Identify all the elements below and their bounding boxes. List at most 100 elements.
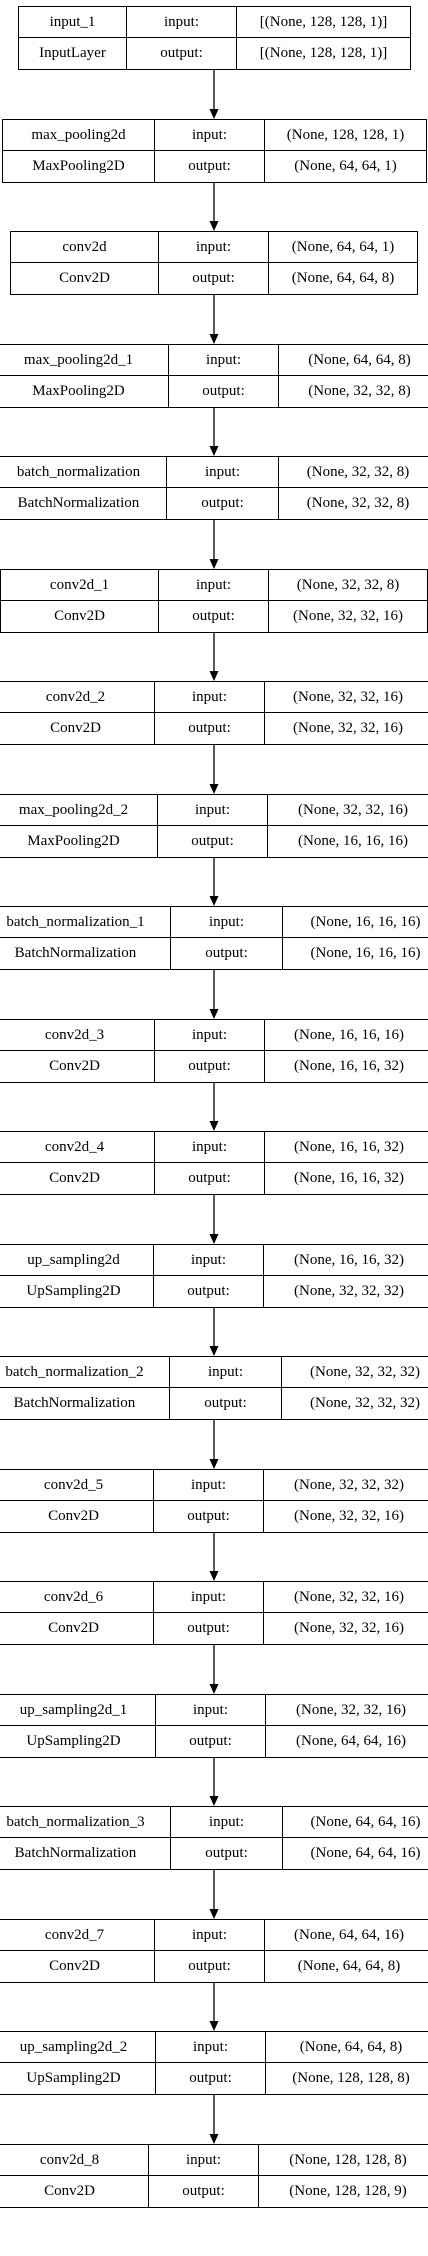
layer-input-row: conv2d_7 input: (None, 64, 64, 16) bbox=[0, 1920, 428, 1951]
layer-node: conv2d_8 input: (None, 128, 128, 8) Conv2D o… bbox=[0, 2144, 428, 2208]
input-label: input: bbox=[127, 7, 237, 37]
input-shape: (None, 32, 32, 16) bbox=[294, 1588, 404, 1605]
output-label: output: bbox=[154, 1613, 264, 1644]
output-label: output: bbox=[170, 1388, 282, 1419]
layer-node: up_sampling2d_1 input: (None, 32, 32, 16) U… bbox=[0, 1694, 428, 1758]
layer-type: UpSampling2D bbox=[0, 1726, 156, 1757]
layer-node: batch_normalization input: (None, 32, 32, … bbox=[0, 456, 428, 520]
layer-name: conv2d bbox=[11, 232, 159, 262]
input-shape: (None, 32, 32, 16) bbox=[296, 1701, 406, 1718]
input-label: input: bbox=[170, 1357, 282, 1387]
output-label: output: bbox=[155, 1951, 265, 1982]
layer-type: BatchNormalization bbox=[0, 488, 167, 519]
layer-node: conv2d_3 input: (None, 16, 16, 16) Conv2D ou… bbox=[0, 1019, 428, 1083]
flow-arrow-head bbox=[209, 1909, 219, 1919]
output-shape: (None, 32, 32, 16) bbox=[294, 1620, 404, 1636]
layer-node: batch_normalization_2 input: (None, 32, 32… bbox=[0, 1356, 428, 1420]
input-shape: (None, 64, 64, 8) bbox=[308, 351, 411, 368]
layer-type: InputLayer bbox=[19, 38, 127, 69]
layer-name: batch_normalization_2 bbox=[0, 1357, 170, 1387]
layer-output-row: InputLayer output: [(None, 128, 128, 1)] bbox=[19, 38, 410, 69]
layer-output-row: Conv2D output: (None, 16, 16, 32) bbox=[0, 1163, 428, 1194]
input-label: input: bbox=[155, 1132, 265, 1162]
layer-node: conv2d_2 input: (None, 32, 32, 16) Conv2D ou… bbox=[0, 681, 428, 745]
layer-output-row: MaxPooling2D output: (None, 64, 64, 1) bbox=[3, 151, 426, 182]
layer-name: conv2d_5 bbox=[0, 1470, 154, 1500]
input-shape: (None, 128, 128, 8) bbox=[289, 2151, 407, 2168]
input-label: input: bbox=[154, 1245, 264, 1275]
input-shape: (None, 16, 16, 32) bbox=[294, 1138, 404, 1155]
layer-node: max_pooling2d_2 input: (None, 32, 32, 16) M… bbox=[0, 794, 428, 858]
layer-input-row: batch_normalization input: (None, 32, 32, … bbox=[0, 457, 428, 488]
layer-input-row: conv2d_2 input: (None, 32, 32, 16) bbox=[0, 682, 428, 713]
input-label: input: bbox=[154, 1470, 264, 1500]
input-label: input: bbox=[156, 2032, 266, 2062]
layer-type: UpSampling2D bbox=[0, 2063, 156, 2094]
input-shape: (None, 64, 64, 8) bbox=[299, 2038, 403, 2055]
layer-name: batch_normalization_3 bbox=[0, 1807, 171, 1837]
layer-output-row: Conv2D output: (None, 32, 32, 16) bbox=[1, 601, 427, 632]
input-label: input: bbox=[169, 345, 279, 375]
layer-name: up_sampling2d bbox=[0, 1245, 154, 1275]
output-shape: (None, 16, 16, 16) bbox=[298, 833, 408, 849]
layer-output-row: BatchNormalization output: (None, 16, 16, … bbox=[0, 938, 428, 969]
output-label: output: bbox=[171, 1838, 283, 1869]
output-label: output: bbox=[127, 38, 237, 69]
input-label: input: bbox=[171, 1807, 283, 1837]
layer-name: conv2d_3 bbox=[0, 1020, 155, 1050]
output-shape: (None, 64, 64, 1) bbox=[294, 158, 397, 174]
layer-type: MaxPooling2D bbox=[0, 826, 158, 857]
layer-type: MaxPooling2D bbox=[0, 376, 169, 407]
flow-arrow-head bbox=[209, 1684, 219, 1694]
layer-node: conv2d_6 input: (None, 32, 32, 16) Conv2D ou… bbox=[0, 1581, 428, 1645]
layer-name: batch_normalization_1 bbox=[0, 907, 171, 937]
flow-arrow-head bbox=[209, 671, 219, 681]
flow-arrow-head bbox=[209, 784, 219, 794]
input-shape: (None, 128, 128, 1) bbox=[286, 126, 405, 143]
layer-input-row: max_pooling2d_2 input: (None, 32, 32, 16) bbox=[0, 795, 428, 826]
layer-output-row: Conv2D output: (None, 16, 16, 32) bbox=[0, 1051, 428, 1082]
input-shape: (None, 16, 16, 32) bbox=[294, 1251, 404, 1268]
layer-node: conv2d_1 input: (None, 32, 32, 8) Conv2D out… bbox=[0, 569, 428, 633]
layer-output-row: Conv2D output: (None, 32, 32, 16) bbox=[0, 1613, 428, 1644]
input-label: input: bbox=[167, 457, 279, 487]
flow-arrow-head bbox=[209, 2134, 219, 2144]
layer-name: input_1 bbox=[19, 7, 127, 37]
flow-arrow-head bbox=[209, 1234, 219, 1244]
output-shape: (None, 64, 64, 8) bbox=[297, 1958, 401, 1974]
layer-name: conv2d_4 bbox=[0, 1132, 155, 1162]
output-shape: (None, 32, 32, 16) bbox=[293, 720, 403, 736]
output-shape: (None, 32, 32, 8) bbox=[306, 495, 410, 511]
layer-input-row: batch_normalization_1 input: (None, 16, 16… bbox=[0, 907, 428, 938]
layer-output-row: Conv2D output: (None, 32, 32, 16) bbox=[0, 713, 428, 744]
layer-input-row: max_pooling2d input: (None, 128, 128, 1) bbox=[3, 120, 426, 151]
flow-arrow-head bbox=[209, 446, 219, 456]
input-shape: (None, 32, 32, 8) bbox=[296, 576, 400, 593]
output-label: output: bbox=[155, 1051, 265, 1082]
layer-input-row: batch_normalization_3 input: (None, 64, 64… bbox=[0, 1807, 428, 1838]
input-label: input: bbox=[154, 1582, 264, 1612]
layer-type: Conv2D bbox=[0, 2176, 149, 2207]
input-label: input: bbox=[155, 1020, 265, 1050]
layer-name: max_pooling2d_1 bbox=[0, 345, 169, 375]
flow-arrow-head bbox=[209, 1121, 219, 1131]
layer-input-row: conv2d_4 input: (None, 16, 16, 32) bbox=[0, 1132, 428, 1163]
output-shape: (None, 128, 128, 9) bbox=[289, 2183, 407, 2199]
layer-name: up_sampling2d_1 bbox=[0, 1695, 156, 1725]
output-label: output: bbox=[171, 938, 283, 969]
layer-input-row: up_sampling2d input: (None, 16, 16, 32) bbox=[0, 1245, 428, 1276]
layer-type: Conv2D bbox=[0, 1051, 155, 1082]
flow-arrow-head bbox=[209, 559, 219, 569]
output-label: output: bbox=[159, 263, 269, 294]
layer-name: conv2d_6 bbox=[0, 1582, 154, 1612]
layer-name: conv2d_8 bbox=[0, 2145, 149, 2175]
flow-arrow-head bbox=[209, 1459, 219, 1469]
input-label: input: bbox=[156, 1695, 266, 1725]
layer-type: UpSampling2D bbox=[0, 1276, 154, 1307]
output-label: output: bbox=[155, 1163, 265, 1194]
layer-node: conv2d_7 input: (None, 64, 64, 16) Conv2D ou… bbox=[0, 1919, 428, 1983]
layer-type: BatchNormalization bbox=[0, 1838, 171, 1869]
output-label: output: bbox=[154, 1501, 264, 1532]
input-label: input: bbox=[155, 682, 265, 712]
output-shape: (None, 64, 64, 16) bbox=[310, 1845, 421, 1861]
